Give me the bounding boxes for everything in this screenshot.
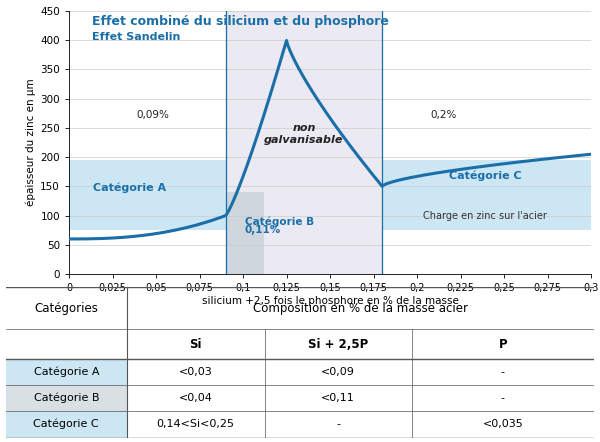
Text: 0,14<Si<0,25: 0,14<Si<0,25 bbox=[157, 419, 235, 429]
X-axis label: silicium +2,5 fois le phosphore en % de la masse: silicium +2,5 fois le phosphore en % de … bbox=[202, 296, 458, 306]
Bar bbox=[6, 385, 127, 411]
Text: Effet Sandelin: Effet Sandelin bbox=[92, 32, 180, 42]
Text: -: - bbox=[336, 419, 340, 429]
Text: Catégorie B: Catégorie B bbox=[245, 216, 314, 227]
Text: Catégories: Catégories bbox=[34, 302, 98, 315]
Y-axis label: épaisseur du zinc en µm: épaisseur du zinc en µm bbox=[26, 79, 36, 206]
Text: Si: Si bbox=[190, 338, 202, 351]
Text: Effet combiné du silicium et du phosphore: Effet combiné du silicium et du phosphor… bbox=[92, 15, 388, 28]
Bar bbox=[226, 11, 382, 274]
Text: 0,2%: 0,2% bbox=[430, 110, 456, 120]
Text: <0,09: <0,09 bbox=[321, 367, 355, 377]
Text: Catégorie A: Catégorie A bbox=[34, 367, 99, 377]
Bar bbox=[127, 411, 594, 438]
Text: 0,09%: 0,09% bbox=[136, 110, 169, 120]
Text: 0,11%: 0,11% bbox=[245, 225, 281, 235]
Text: <0,11: <0,11 bbox=[322, 393, 355, 403]
Bar bbox=[226, 192, 264, 274]
Text: P: P bbox=[499, 338, 507, 351]
Text: Catégorie C: Catégorie C bbox=[34, 419, 99, 429]
Text: <0,03: <0,03 bbox=[179, 367, 212, 377]
Text: -: - bbox=[501, 393, 505, 403]
Text: <0,035: <0,035 bbox=[482, 419, 523, 429]
Text: -: - bbox=[501, 367, 505, 377]
Text: Charge en zinc sur l'acier: Charge en zinc sur l'acier bbox=[423, 210, 547, 221]
Text: Composition en % de la masse acier: Composition en % de la masse acier bbox=[253, 302, 468, 315]
Bar bbox=[382, 160, 591, 230]
Bar bbox=[6, 411, 127, 438]
Text: non
galvanisable: non galvanisable bbox=[264, 123, 344, 145]
Text: Catégorie A: Catégorie A bbox=[94, 182, 166, 193]
Text: Catégorie C: Catégorie C bbox=[449, 171, 521, 181]
Text: <0,04: <0,04 bbox=[179, 393, 212, 403]
Bar bbox=[69, 160, 226, 230]
Bar bbox=[127, 385, 594, 411]
Text: Si + 2,5P: Si + 2,5P bbox=[308, 338, 368, 351]
Bar bbox=[127, 359, 594, 385]
Bar bbox=[6, 359, 127, 385]
Text: Catégorie B: Catégorie B bbox=[34, 392, 99, 403]
